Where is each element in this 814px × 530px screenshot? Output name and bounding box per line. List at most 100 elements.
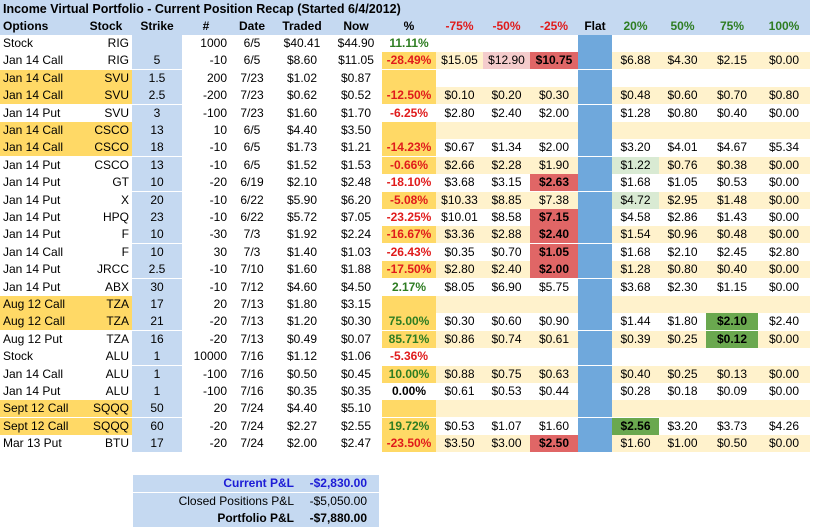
cell-pct[interactable]: 0.00% [391,384,427,398]
cell-date[interactable]: 7/3 [243,227,261,242]
summary-value[interactable]: -$5,050.00 [309,493,367,508]
cell-traded[interactable]: $1.73 [286,140,318,155]
cell-pct[interactable]: -18.10% [386,175,432,190]
cell-m25[interactable]: $2.50 [530,435,578,453]
cell-pct[interactable]: -28.49% [382,52,436,70]
cell-m25[interactable]: $1.05 [530,243,578,261]
cell-p50[interactable]: $0.80 [667,105,698,120]
cell-m75[interactable]: $3.36 [436,226,483,244]
cell-p100[interactable]: $2.80 [768,244,800,259]
cell-m50[interactable]: $6.90 [491,279,522,294]
cell-traded[interactable]: $4.40 [286,123,318,137]
cell-stock[interactable]: CSCO [80,139,132,157]
cell-p50[interactable]: $1.80 [667,314,698,329]
cell-strike[interactable]: 10 [132,243,182,261]
cell-traded[interactable]: $1.12 [286,349,318,364]
cell-flat[interactable] [578,174,612,192]
cell-p20[interactable]: $1.68 [620,244,651,259]
cell-date[interactable]: 6/5 [243,157,261,172]
cell-flat[interactable] [578,330,612,348]
cell-pct[interactable]: -16.67% [382,226,436,244]
cell-now[interactable]: $0.35 [340,384,372,398]
cell-p75[interactable]: $0.38 [706,156,758,174]
cell-m25[interactable]: $2.63 [530,174,578,192]
cell-now[interactable]: $0.30 [340,314,372,329]
cell-p75[interactable]: $0.40 [706,261,758,279]
cell-p100[interactable]: $4.26 [768,418,800,433]
cell-p100[interactable] [758,400,810,418]
cell-m75[interactable]: $3.68 [444,175,475,190]
cell-qty[interactable]: -30 [209,227,227,242]
cell-traded[interactable]: $0.35 [286,384,318,398]
cell-m25[interactable]: $1.60 [538,418,570,433]
cell-qty[interactable]: -10 [209,157,227,172]
cell-p75[interactable] [706,70,758,87]
cell-traded[interactable]: $8.60 [286,53,318,68]
cell-flat[interactable] [578,365,612,383]
cell-strike[interactable]: 1 [132,365,182,383]
cell-p75[interactable]: $0.70 [706,87,758,105]
cell-m50[interactable]: $0.74 [483,330,530,348]
cell-m25[interactable] [530,35,578,52]
cell-date[interactable]: 7/16 [240,384,264,398]
cell-m25[interactable]: $1.90 [530,156,578,174]
cell-p50[interactable]: $1.05 [667,175,698,190]
cell-strike[interactable]: 13 [132,156,182,174]
cell-p20[interactable] [612,122,659,139]
cell-date[interactable]: 7/13 [240,297,264,311]
cell-p20[interactable]: $1.60 [612,435,659,453]
cell-p20[interactable]: $3.68 [620,279,651,294]
cell-p100[interactable]: $0.00 [758,156,810,174]
cell-m75[interactable]: $0.53 [444,418,475,433]
cell-now[interactable]: $3.15 [340,297,372,311]
cell-flat[interactable] [578,383,612,400]
cell-p100[interactable]: $0.00 [768,210,800,224]
cell-strike[interactable]: 17 [132,435,182,453]
cell-stock[interactable]: RIG [107,36,129,50]
cell-p75[interactable]: $2.15 [706,52,758,70]
cell-qty[interactable]: -10 [209,140,227,155]
cell-pct[interactable]: -6.25% [389,105,429,120]
cell-p75[interactable]: $0.12 [706,330,758,348]
cell-m75[interactable]: $0.61 [444,384,475,398]
cell-traded[interactable]: $1.40 [286,244,318,259]
cell-now[interactable]: $0.52 [340,88,372,103]
cell-option[interactable]: Stock [3,36,34,50]
cell-flat[interactable] [578,122,612,139]
cell-m25[interactable]: $0.61 [530,330,578,348]
cell-qty[interactable]: -10 [209,262,227,277]
cell-option[interactable]: Jan 14 Call [0,87,80,105]
cell-stock[interactable]: ALU [105,366,129,381]
cell-flat[interactable] [578,296,612,313]
cell-m25[interactable]: $2.00 [530,261,578,279]
cell-p50[interactable] [659,35,706,52]
cell-option[interactable]: Jan 14 Put [3,175,61,190]
cell-flat[interactable] [578,52,612,70]
cell-strike[interactable]: 50 [132,400,182,418]
cell-stock[interactable]: F [121,227,129,242]
cell-now[interactable]: $44.90 [337,36,375,50]
cell-stock[interactable]: SVU [104,105,129,120]
cell-strike[interactable] [132,35,182,52]
cell-m50[interactable]: $2.28 [483,156,530,174]
cell-qty[interactable]: 1000 [200,36,227,50]
cell-now[interactable]: $6.20 [340,192,372,207]
cell-pct[interactable]: 75.00% [382,313,436,331]
cell-strike[interactable]: 2.5 [132,87,182,105]
cell-pct[interactable]: -14.23% [382,139,436,157]
cell-option[interactable]: Stock [3,349,34,364]
cell-pct[interactable]: -5.08% [382,191,436,209]
cell-p20[interactable]: $3.20 [620,140,651,155]
cell-m50[interactable]: $0.60 [491,314,522,329]
cell-date[interactable]: 6/19 [240,175,264,190]
cell-now[interactable]: $7.05 [340,210,372,224]
cell-stock[interactable]: HPQ [102,210,129,224]
cell-p75[interactable] [706,348,758,365]
cell-pct[interactable]: 19.72% [382,417,436,435]
cell-now[interactable]: $1.06 [340,349,372,364]
cell-m50[interactable]: $2.40 [483,261,530,279]
cell-p75[interactable]: $4.67 [716,140,748,155]
cell-flat[interactable] [578,69,612,87]
cell-m75[interactable] [436,35,483,52]
cell-option[interactable]: Jan 14 Call [0,69,80,87]
